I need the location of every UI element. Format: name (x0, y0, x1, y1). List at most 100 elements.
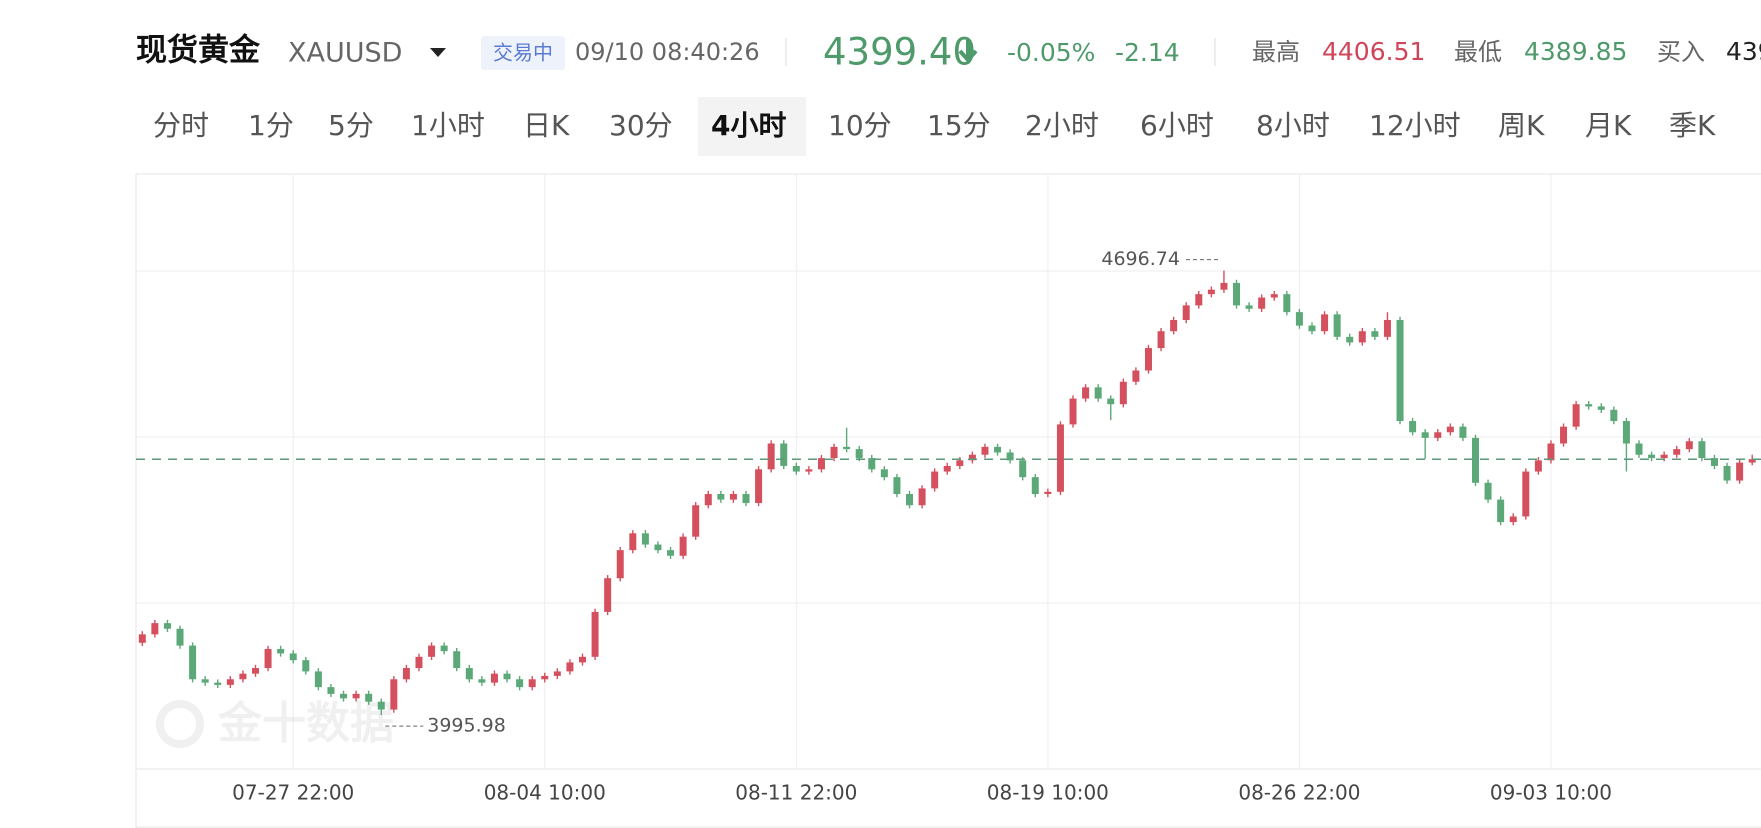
candle-body (604, 578, 612, 612)
tab[interactable]: 12小时 (1369, 109, 1461, 142)
tab[interactable]: 4小时 (711, 109, 786, 142)
price: 4399.40 (823, 31, 976, 74)
candle-body (151, 623, 159, 635)
status-badge (481, 36, 565, 70)
candle-body (239, 673, 247, 680)
candle-body (729, 494, 737, 500)
candle-body (717, 494, 725, 500)
watermark: 金十数据 (217, 698, 394, 749)
candle-body (138, 634, 146, 643)
status: 交易中 (493, 41, 553, 65)
candle-body (1270, 294, 1278, 298)
candle-body (528, 679, 536, 688)
candle-body (918, 488, 926, 506)
tab[interactable]: 1分 (248, 109, 294, 142)
x-tick-label: 08-19 10:00 (987, 781, 1109, 805)
candle-body (214, 682, 222, 685)
candle-body (503, 673, 511, 680)
candle-body (667, 550, 675, 556)
candle-body (1056, 424, 1064, 492)
candle-body (780, 443, 788, 466)
tab[interactable]: 8小时 (1256, 109, 1330, 142)
candle-body (943, 465, 951, 472)
x-tick-label: 08-11 22:00 (735, 781, 857, 805)
candle-body (314, 671, 322, 688)
candle-body (390, 679, 398, 710)
candle-body (591, 611, 599, 657)
candle-body (1710, 458, 1718, 466)
candle-body (1082, 387, 1090, 399)
tab[interactable]: 日K (523, 109, 570, 142)
candle-body (302, 660, 310, 672)
candle-body (1371, 331, 1379, 337)
candle-body (1648, 454, 1656, 459)
candle-body (1471, 437, 1479, 483)
candle-body (654, 544, 662, 551)
candle-body (516, 679, 524, 688)
candle-body (1144, 348, 1152, 371)
low: 4389.85 (1524, 37, 1627, 66)
candle-body (1484, 482, 1492, 500)
tab[interactable]: 10分 (828, 109, 892, 142)
candle-body (340, 693, 348, 699)
candle-body (578, 656, 586, 663)
candle-body (956, 460, 964, 466)
tab[interactable]: 分时 (153, 109, 209, 142)
tab[interactable]: 2小时 (1025, 109, 1099, 142)
change: -2.14 (1115, 38, 1180, 67)
tab[interactable]: 5分 (328, 109, 374, 142)
candle-body (1509, 516, 1517, 523)
candle-body (1195, 294, 1203, 306)
symbol[interactable]: XAUUSD (288, 38, 402, 69)
candle-body (1019, 460, 1027, 478)
candle-body (906, 494, 914, 506)
candle-body (1245, 305, 1253, 309)
candle-body (201, 679, 209, 683)
tab[interactable]: 周K (1498, 109, 1545, 142)
tab-active-bg (698, 97, 806, 156)
tab[interactable]: 季K (1669, 109, 1716, 142)
tab[interactable]: 月K (1585, 109, 1632, 142)
candle-body (843, 446, 851, 450)
x-tick-label: 09-03 10:00 (1490, 781, 1612, 805)
candle-body (1346, 336, 1354, 343)
candle-body (755, 469, 763, 503)
candle-body (1358, 331, 1366, 343)
candle-body (742, 494, 750, 503)
candle-body (893, 477, 901, 495)
candle-body (428, 645, 436, 657)
candle-body (176, 628, 184, 646)
candle-body (478, 679, 486, 683)
dropdown-arrow[interactable] (430, 48, 446, 57)
candle-body (1044, 491, 1052, 495)
candle-body (1321, 314, 1329, 332)
candle-body (1736, 462, 1744, 481)
candle-body (1434, 432, 1442, 438)
candle-body (792, 465, 800, 472)
candle-body (1673, 449, 1681, 455)
tab[interactable]: 15分 (927, 109, 991, 142)
tab[interactable]: 30分 (609, 109, 673, 142)
candle-body (830, 446, 838, 459)
candle-body (1295, 312, 1303, 326)
candle-body (490, 673, 498, 683)
candle-body (1534, 460, 1542, 472)
down-arrow (958, 40, 978, 64)
low-label: 最低 (1454, 38, 1502, 66)
candle-body (440, 645, 448, 652)
candle-body (1446, 426, 1454, 433)
chart: 金十数据 07-27 22:00 08-04 10:00 08-11 22:00 08… (135, 173, 1761, 828)
candle-body (1585, 404, 1593, 407)
candle-body (1622, 421, 1630, 444)
candle-body (868, 458, 876, 470)
candle-body (1723, 465, 1731, 481)
high: 4406.51 (1322, 37, 1425, 66)
tab[interactable]: 1小时 (411, 109, 485, 142)
candle-body (566, 662, 574, 672)
candle-body (981, 446, 989, 455)
buy: 439 (1726, 37, 1761, 66)
candle-body (931, 471, 939, 489)
tab[interactable]: 6小时 (1140, 109, 1214, 142)
candle-body (1610, 409, 1618, 422)
x-tick-label: 08-26 22:00 (1238, 781, 1360, 805)
